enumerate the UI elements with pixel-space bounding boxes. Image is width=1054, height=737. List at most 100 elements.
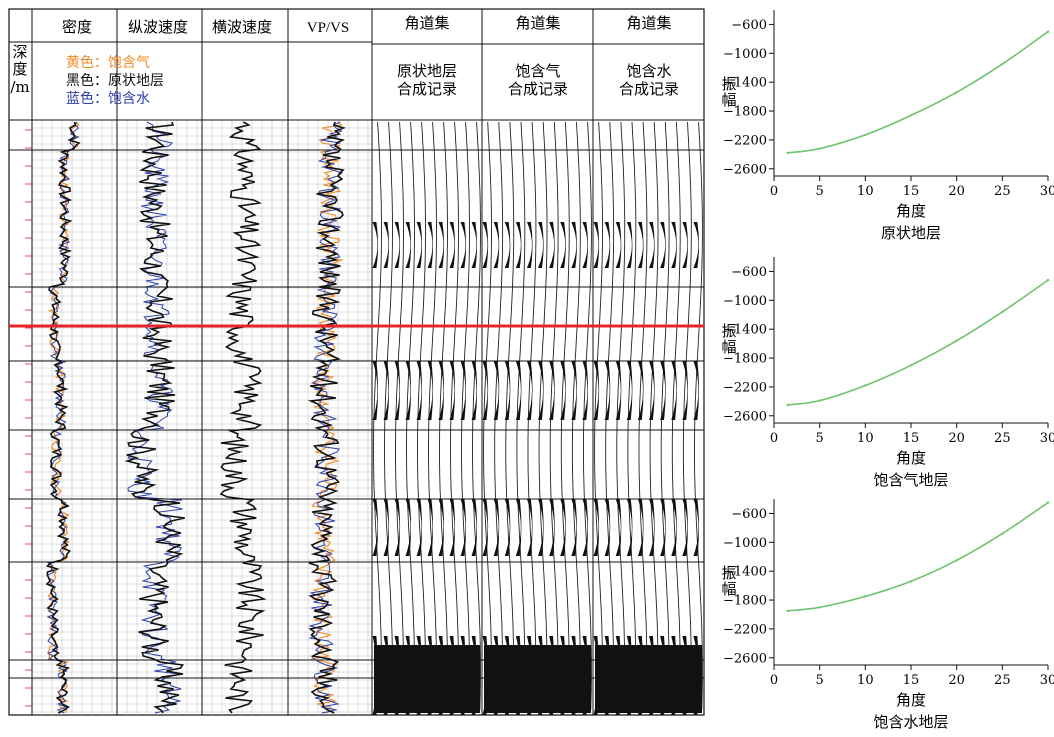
- x-tick-label: 25: [994, 184, 1011, 199]
- gather-event: [626, 361, 633, 420]
- log-curve: [45, 121, 81, 714]
- gather-event: [394, 361, 401, 420]
- gather-event: [427, 222, 434, 268]
- gather-event: [615, 222, 622, 268]
- log-header-vp: 纵波速度: [128, 18, 188, 36]
- y-tick-label: −1000: [723, 47, 767, 62]
- gather-event: [593, 499, 600, 556]
- gather-event: [682, 361, 688, 420]
- gather-event: [394, 499, 401, 556]
- legend-original: 黑色：原状地层: [66, 72, 164, 89]
- gather-event: [660, 361, 666, 420]
- gather-event: [405, 361, 412, 420]
- gather-event: [615, 361, 622, 420]
- x-tick-label: 20: [948, 431, 965, 446]
- gather-event: [438, 499, 445, 556]
- y-tick-label: −2200: [723, 380, 767, 395]
- gather-event: [604, 361, 611, 420]
- gather-event: [571, 499, 577, 556]
- log-dividers: [9, 9, 704, 715]
- gather-event: [593, 361, 600, 420]
- avo-point: [818, 606, 821, 609]
- gather-event: [438, 222, 445, 268]
- gather-event: [671, 499, 677, 556]
- avo-point: [909, 364, 913, 367]
- gather-event: [693, 222, 700, 268]
- gather-event-block: [595, 645, 702, 713]
- gather-event: [693, 499, 700, 556]
- gather-event: [560, 222, 566, 268]
- y-tick-label: −600: [731, 507, 767, 522]
- log-curve: [127, 121, 183, 714]
- x-tick-label: 5: [816, 431, 824, 446]
- avo-point: [864, 595, 867, 598]
- gather-event: [449, 361, 456, 420]
- gather-event: [660, 222, 666, 268]
- log-curve: [307, 121, 346, 714]
- gather-event: [405, 499, 412, 556]
- depth-label-3: /m: [10, 78, 29, 96]
- legend-gas: 黄色：饱含气: [66, 54, 150, 71]
- y-tick-label: −1800: [723, 105, 767, 120]
- x-tick-label: 30: [1040, 673, 1054, 688]
- gather-event: [482, 222, 489, 268]
- gather-event: [515, 499, 522, 556]
- y-tick-label: −2600: [723, 162, 767, 177]
- y-tick-label: −1400: [723, 565, 767, 580]
- gather-event: [460, 361, 467, 420]
- chart-title: 饱含水地层: [873, 713, 948, 731]
- x-tick-label: 20: [948, 184, 965, 199]
- x-tick-label: 10: [857, 673, 874, 688]
- avo-point: [1001, 62, 1004, 66]
- gather-event: [504, 499, 511, 556]
- gather-event: [637, 222, 644, 268]
- gather-event: [649, 499, 655, 556]
- chart-title: 原状地层: [881, 224, 941, 242]
- gather-event-block: [484, 645, 591, 713]
- x-axis-label: 角度: [896, 202, 926, 220]
- gather-event: [482, 361, 489, 420]
- gather-event: [582, 499, 589, 556]
- x-tick-label: 10: [857, 184, 874, 199]
- legend-brine: 蓝色：饱含水: [66, 90, 150, 107]
- y-tick-label: −2200: [723, 622, 767, 637]
- gather-event: [416, 222, 423, 268]
- gather-event: [460, 222, 467, 268]
- y-axis-label: 振: [721, 322, 736, 340]
- avo-point: [864, 384, 867, 387]
- gather-event: [493, 499, 500, 556]
- gather-event: [637, 361, 644, 420]
- y-axis-label: 幅: [721, 91, 736, 109]
- gather-event: [582, 222, 589, 268]
- y-tick-label: −2600: [723, 409, 767, 424]
- gather-event-block: [374, 645, 480, 713]
- gather-event: [438, 361, 445, 420]
- avo-point: [1046, 278, 1050, 282]
- gather-sub-brine-2: 合成记录: [619, 80, 679, 98]
- y-tick-label: −1800: [723, 594, 767, 609]
- gather-event: [515, 361, 522, 420]
- y-tick-label: −1800: [723, 352, 767, 367]
- y-tick-label: −1000: [723, 294, 767, 309]
- gather-event: [383, 361, 390, 420]
- log-header-vpvs: VP/VS: [307, 20, 350, 36]
- gather-event: [604, 222, 611, 268]
- avo-point: [955, 91, 958, 94]
- log-curve: [46, 121, 80, 714]
- gather-event: [471, 499, 478, 556]
- gather-event: [549, 222, 555, 268]
- gather-event: [416, 361, 423, 420]
- gather-sub-original-1: 原状地层: [397, 62, 457, 80]
- angle-gathers: [372, 121, 703, 715]
- gather-event: [571, 361, 577, 420]
- gather-event: [615, 499, 622, 556]
- x-tick-label: 10: [857, 431, 874, 446]
- log-panel-frame: [8, 8, 705, 716]
- gather-event: [383, 222, 390, 268]
- avo-point: [1046, 30, 1050, 33]
- gather-event: [504, 361, 511, 420]
- log-curve: [219, 121, 267, 714]
- gather-event: [526, 361, 533, 420]
- gather-event: [471, 361, 478, 420]
- avo-point: [786, 609, 789, 613]
